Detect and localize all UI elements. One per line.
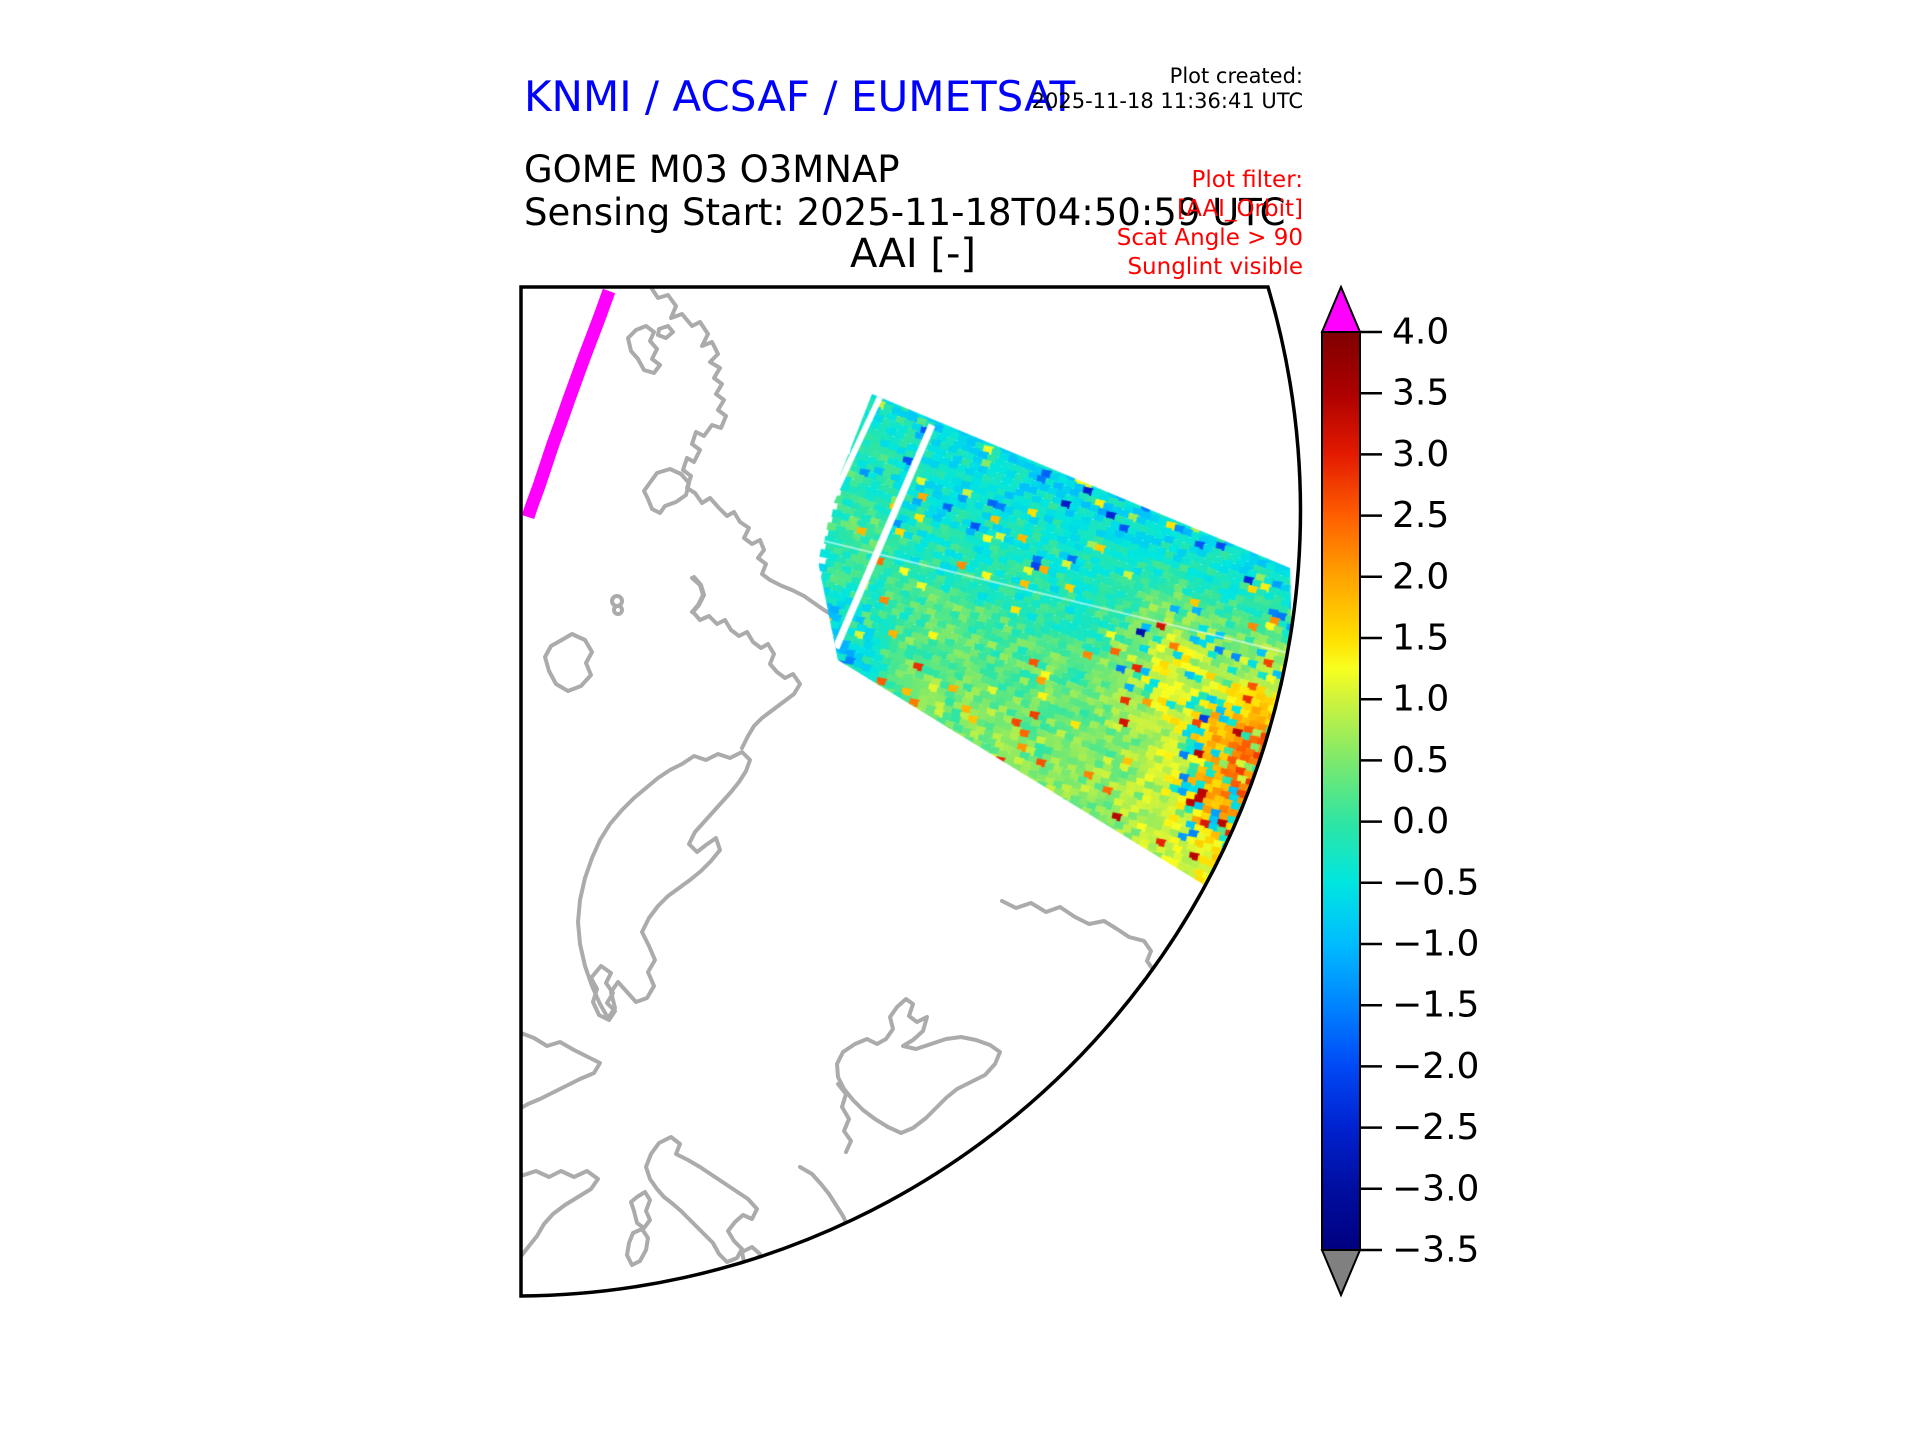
- colorbar-tick-label: 4.0: [1392, 312, 1449, 353]
- colorbar-tick-label: 2.0: [1392, 556, 1449, 597]
- variable-title: AAI [-]: [850, 231, 976, 277]
- colorbar-tick-label: −3.5: [1392, 1230, 1479, 1271]
- sensing-start: Sensing Start: 2025-11-18T04:50:59 UTC: [524, 191, 1286, 234]
- plot-filter-line: [AAI_Orbit]: [1177, 196, 1303, 222]
- plot-created-label: Plot created:: [1169, 64, 1303, 88]
- plot-filter-label: Plot filter:: [1191, 167, 1303, 193]
- plot-created-block: Plot created: 2025-11-18 11:36:41 UTC: [1032, 64, 1303, 114]
- colorbar-gradient: [1321, 331, 1361, 1251]
- colorbar-tick-label: 1.0: [1392, 679, 1449, 720]
- plot-filter-block: Plot filter: [AAI_Orbit] Scat Angle > 90…: [1117, 166, 1303, 282]
- colorbar-tick-label: 1.5: [1392, 618, 1449, 659]
- page-title: KNMI / ACSAF / EUMETSAT: [524, 72, 1076, 121]
- product-title: GOME M03 O3MNAP: [524, 148, 900, 191]
- colorbar-tick-label: −2.5: [1392, 1107, 1479, 1148]
- colorbar-tick-label: −1.5: [1392, 985, 1479, 1026]
- map-border: [519, 285, 1303, 1298]
- colorbar: 4.0 3.5 3.0 2.5 2.0 1.5 1.0 0.5 0.0 −0.5 −1.0 −1.5 −…: [1320, 284, 1479, 1298]
- colorbar-tick-label: 0.0: [1392, 801, 1449, 842]
- colorbar-under-arrow: [1320, 1249, 1362, 1298]
- colorbar-tick-label: −0.5: [1392, 862, 1479, 903]
- colorbar-tick-label: −1.0: [1392, 924, 1479, 965]
- colorbar-over-arrow: [1320, 284, 1362, 333]
- plot-created-timestamp: 2025-11-18 11:36:41 UTC: [1031, 89, 1303, 113]
- colorbar-tick-label: 3.5: [1392, 373, 1449, 414]
- colorbar-tick-label: 0.5: [1392, 740, 1449, 781]
- colorbar-tick-label: −3.0: [1392, 1168, 1479, 1209]
- colorbar-tick-label: 2.5: [1392, 495, 1449, 536]
- plot-filter-line: Scat Angle > 90: [1116, 225, 1303, 251]
- colorbar-tick-label: 3.0: [1392, 434, 1449, 475]
- plot-filter-line: Sunglint visible: [1127, 254, 1303, 280]
- colorbar-tick-label: −2.0: [1392, 1046, 1479, 1087]
